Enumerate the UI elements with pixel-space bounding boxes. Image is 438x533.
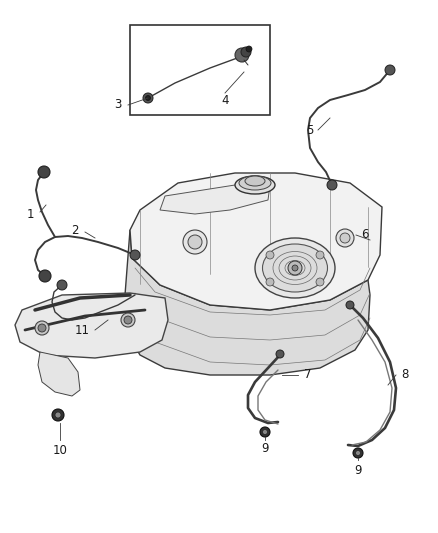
Circle shape <box>266 278 274 286</box>
Circle shape <box>38 166 50 178</box>
Circle shape <box>262 430 268 434</box>
Text: 11: 11 <box>74 324 89 336</box>
Circle shape <box>385 65 395 75</box>
Circle shape <box>130 250 140 260</box>
Text: 8: 8 <box>401 368 409 382</box>
Circle shape <box>39 270 51 282</box>
Text: 2: 2 <box>71 223 79 237</box>
Circle shape <box>327 180 337 190</box>
Text: 3: 3 <box>114 99 122 111</box>
Circle shape <box>38 324 46 332</box>
Text: 7: 7 <box>304 368 312 382</box>
Circle shape <box>266 251 274 259</box>
Circle shape <box>143 93 153 103</box>
Circle shape <box>353 448 363 458</box>
Circle shape <box>188 235 202 249</box>
Circle shape <box>145 95 151 101</box>
Circle shape <box>124 316 132 324</box>
Ellipse shape <box>245 176 265 186</box>
Circle shape <box>316 278 324 286</box>
Circle shape <box>241 47 251 57</box>
Polygon shape <box>15 293 168 358</box>
Circle shape <box>52 409 64 421</box>
Circle shape <box>288 261 302 275</box>
Text: 10: 10 <box>53 443 67 456</box>
Circle shape <box>246 46 252 52</box>
Circle shape <box>316 251 324 259</box>
Circle shape <box>260 427 270 437</box>
Circle shape <box>55 412 61 418</box>
Circle shape <box>57 280 67 290</box>
Text: 9: 9 <box>261 441 269 455</box>
Circle shape <box>340 233 350 243</box>
Circle shape <box>35 321 49 335</box>
Circle shape <box>235 48 249 62</box>
Text: 9: 9 <box>354 464 362 477</box>
Circle shape <box>276 350 284 358</box>
Bar <box>130 25 270 115</box>
Ellipse shape <box>239 176 271 190</box>
Polygon shape <box>125 230 370 375</box>
Circle shape <box>336 229 354 247</box>
Polygon shape <box>38 352 80 396</box>
Circle shape <box>292 265 298 271</box>
Text: 5: 5 <box>306 124 314 136</box>
Text: 1: 1 <box>26 208 34 222</box>
Circle shape <box>121 313 135 327</box>
Ellipse shape <box>255 238 335 298</box>
Polygon shape <box>130 173 382 310</box>
Circle shape <box>356 450 360 456</box>
Polygon shape <box>160 185 270 214</box>
Circle shape <box>346 301 354 309</box>
Text: 6: 6 <box>361 229 369 241</box>
Ellipse shape <box>262 244 328 292</box>
Ellipse shape <box>235 176 275 194</box>
Circle shape <box>183 230 207 254</box>
Text: 4: 4 <box>221 93 229 107</box>
